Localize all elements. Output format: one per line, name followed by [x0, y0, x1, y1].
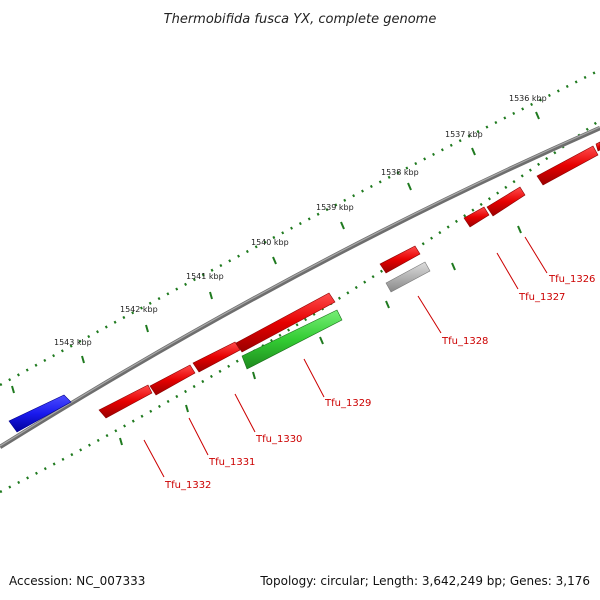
feature-gray-tfu-1328[interactable] [385, 261, 431, 293]
outer-tick-ring [0, 68, 600, 387]
genome-backbone [0, 125, 600, 449]
gene-arrow-tfu-1329-green[interactable] [241, 309, 343, 370]
gene-arrow-tfu-1331[interactable] [149, 364, 196, 396]
gene-label-tfu-1326[interactable]: Tfu_1326 [548, 274, 595, 285]
gene-arrow-tfu-1332[interactable] [98, 384, 153, 419]
map-title: Thermobifida fusca YX, complete genome [164, 12, 437, 27]
scale-label-1540: 1540 kbp [251, 238, 289, 247]
gene-label-tfu-1329[interactable]: Tfu_1329 [324, 398, 371, 409]
scale-label-1537: 1537 kbp [445, 130, 483, 139]
scale-label-1542: 1542 kbp [120, 305, 158, 314]
gene-arrow-tfu-1327-a[interactable] [463, 206, 490, 228]
backbone-highlight [0, 126, 600, 447]
inner-tick-ring [0, 118, 600, 494]
gene-label-tfu-1331[interactable]: Tfu_1331 [208, 457, 255, 468]
gene-label-tfu-1330[interactable]: Tfu_1330 [255, 434, 302, 445]
gene-arrow-tfu-1328-red[interactable] [379, 245, 421, 274]
gene-arrow-tfu-1326[interactable] [536, 145, 599, 186]
scale-label-1538: 1538 kbp [381, 168, 419, 177]
gene-arrow-edge[interactable] [595, 141, 600, 152]
scale-label-1536: 1536 kbp [509, 94, 547, 103]
feature-blue[interactable] [8, 394, 72, 433]
gene-label-tfu-1328[interactable]: Tfu_1328 [441, 336, 488, 347]
label-leaders [143, 236, 548, 478]
gene-label-tfu-1332[interactable]: Tfu_1332 [164, 480, 211, 491]
inner-major-ticks [119, 225, 522, 446]
gene-label-tfu-1327[interactable]: Tfu_1327 [518, 292, 565, 303]
scale-label-1541: 1541 kbp [186, 272, 224, 281]
gene-arrow-tfu-1329-red[interactable] [235, 292, 336, 353]
scale-label-1543: 1543 kbp [54, 338, 92, 347]
gene-arrow-tfu-1330[interactable] [192, 341, 241, 373]
outer-major-ticks [11, 111, 540, 394]
accession-text: Accession: NC_007333 [9, 574, 146, 588]
gene-arrow-tfu-1327-b[interactable] [486, 186, 526, 217]
scale-label-1539: 1539 kbp [316, 203, 354, 212]
genome-summary-text: Topology: circular; Length: 3,642,249 bp… [260, 574, 590, 588]
